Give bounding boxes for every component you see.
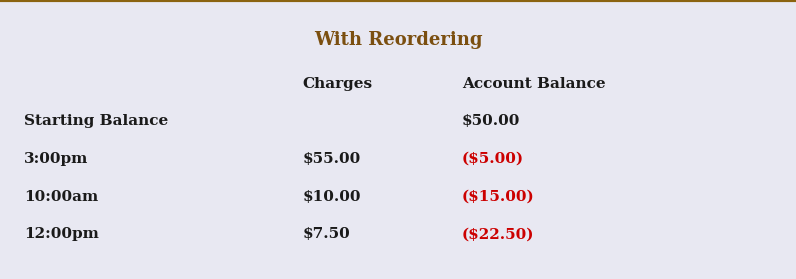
Text: $50.00: $50.00 [462, 114, 520, 128]
Text: With Reordering: With Reordering [314, 32, 482, 49]
Text: 3:00pm: 3:00pm [24, 152, 88, 166]
Text: 10:00am: 10:00am [24, 190, 98, 204]
Text: $7.50: $7.50 [302, 227, 350, 241]
Text: Account Balance: Account Balance [462, 77, 605, 91]
Text: Starting Balance: Starting Balance [24, 114, 168, 128]
Text: $55.00: $55.00 [302, 152, 361, 166]
Text: 12:00pm: 12:00pm [24, 227, 99, 241]
Text: ($5.00): ($5.00) [462, 152, 524, 166]
Text: ($15.00): ($15.00) [462, 190, 534, 204]
Text: ($22.50): ($22.50) [462, 227, 534, 241]
Text: Charges: Charges [302, 77, 373, 91]
Text: $10.00: $10.00 [302, 190, 361, 204]
